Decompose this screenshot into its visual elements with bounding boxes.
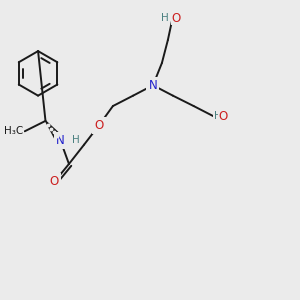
Text: O: O bbox=[218, 110, 228, 123]
Text: N: N bbox=[56, 134, 65, 147]
Polygon shape bbox=[46, 121, 64, 143]
Text: O: O bbox=[50, 175, 59, 188]
Text: H: H bbox=[72, 135, 80, 145]
Text: H₃C: H₃C bbox=[4, 126, 23, 136]
Text: O: O bbox=[171, 12, 181, 25]
Text: N: N bbox=[148, 79, 158, 92]
Text: H: H bbox=[161, 13, 169, 23]
Text: O: O bbox=[94, 119, 104, 132]
Text: H: H bbox=[214, 111, 222, 122]
